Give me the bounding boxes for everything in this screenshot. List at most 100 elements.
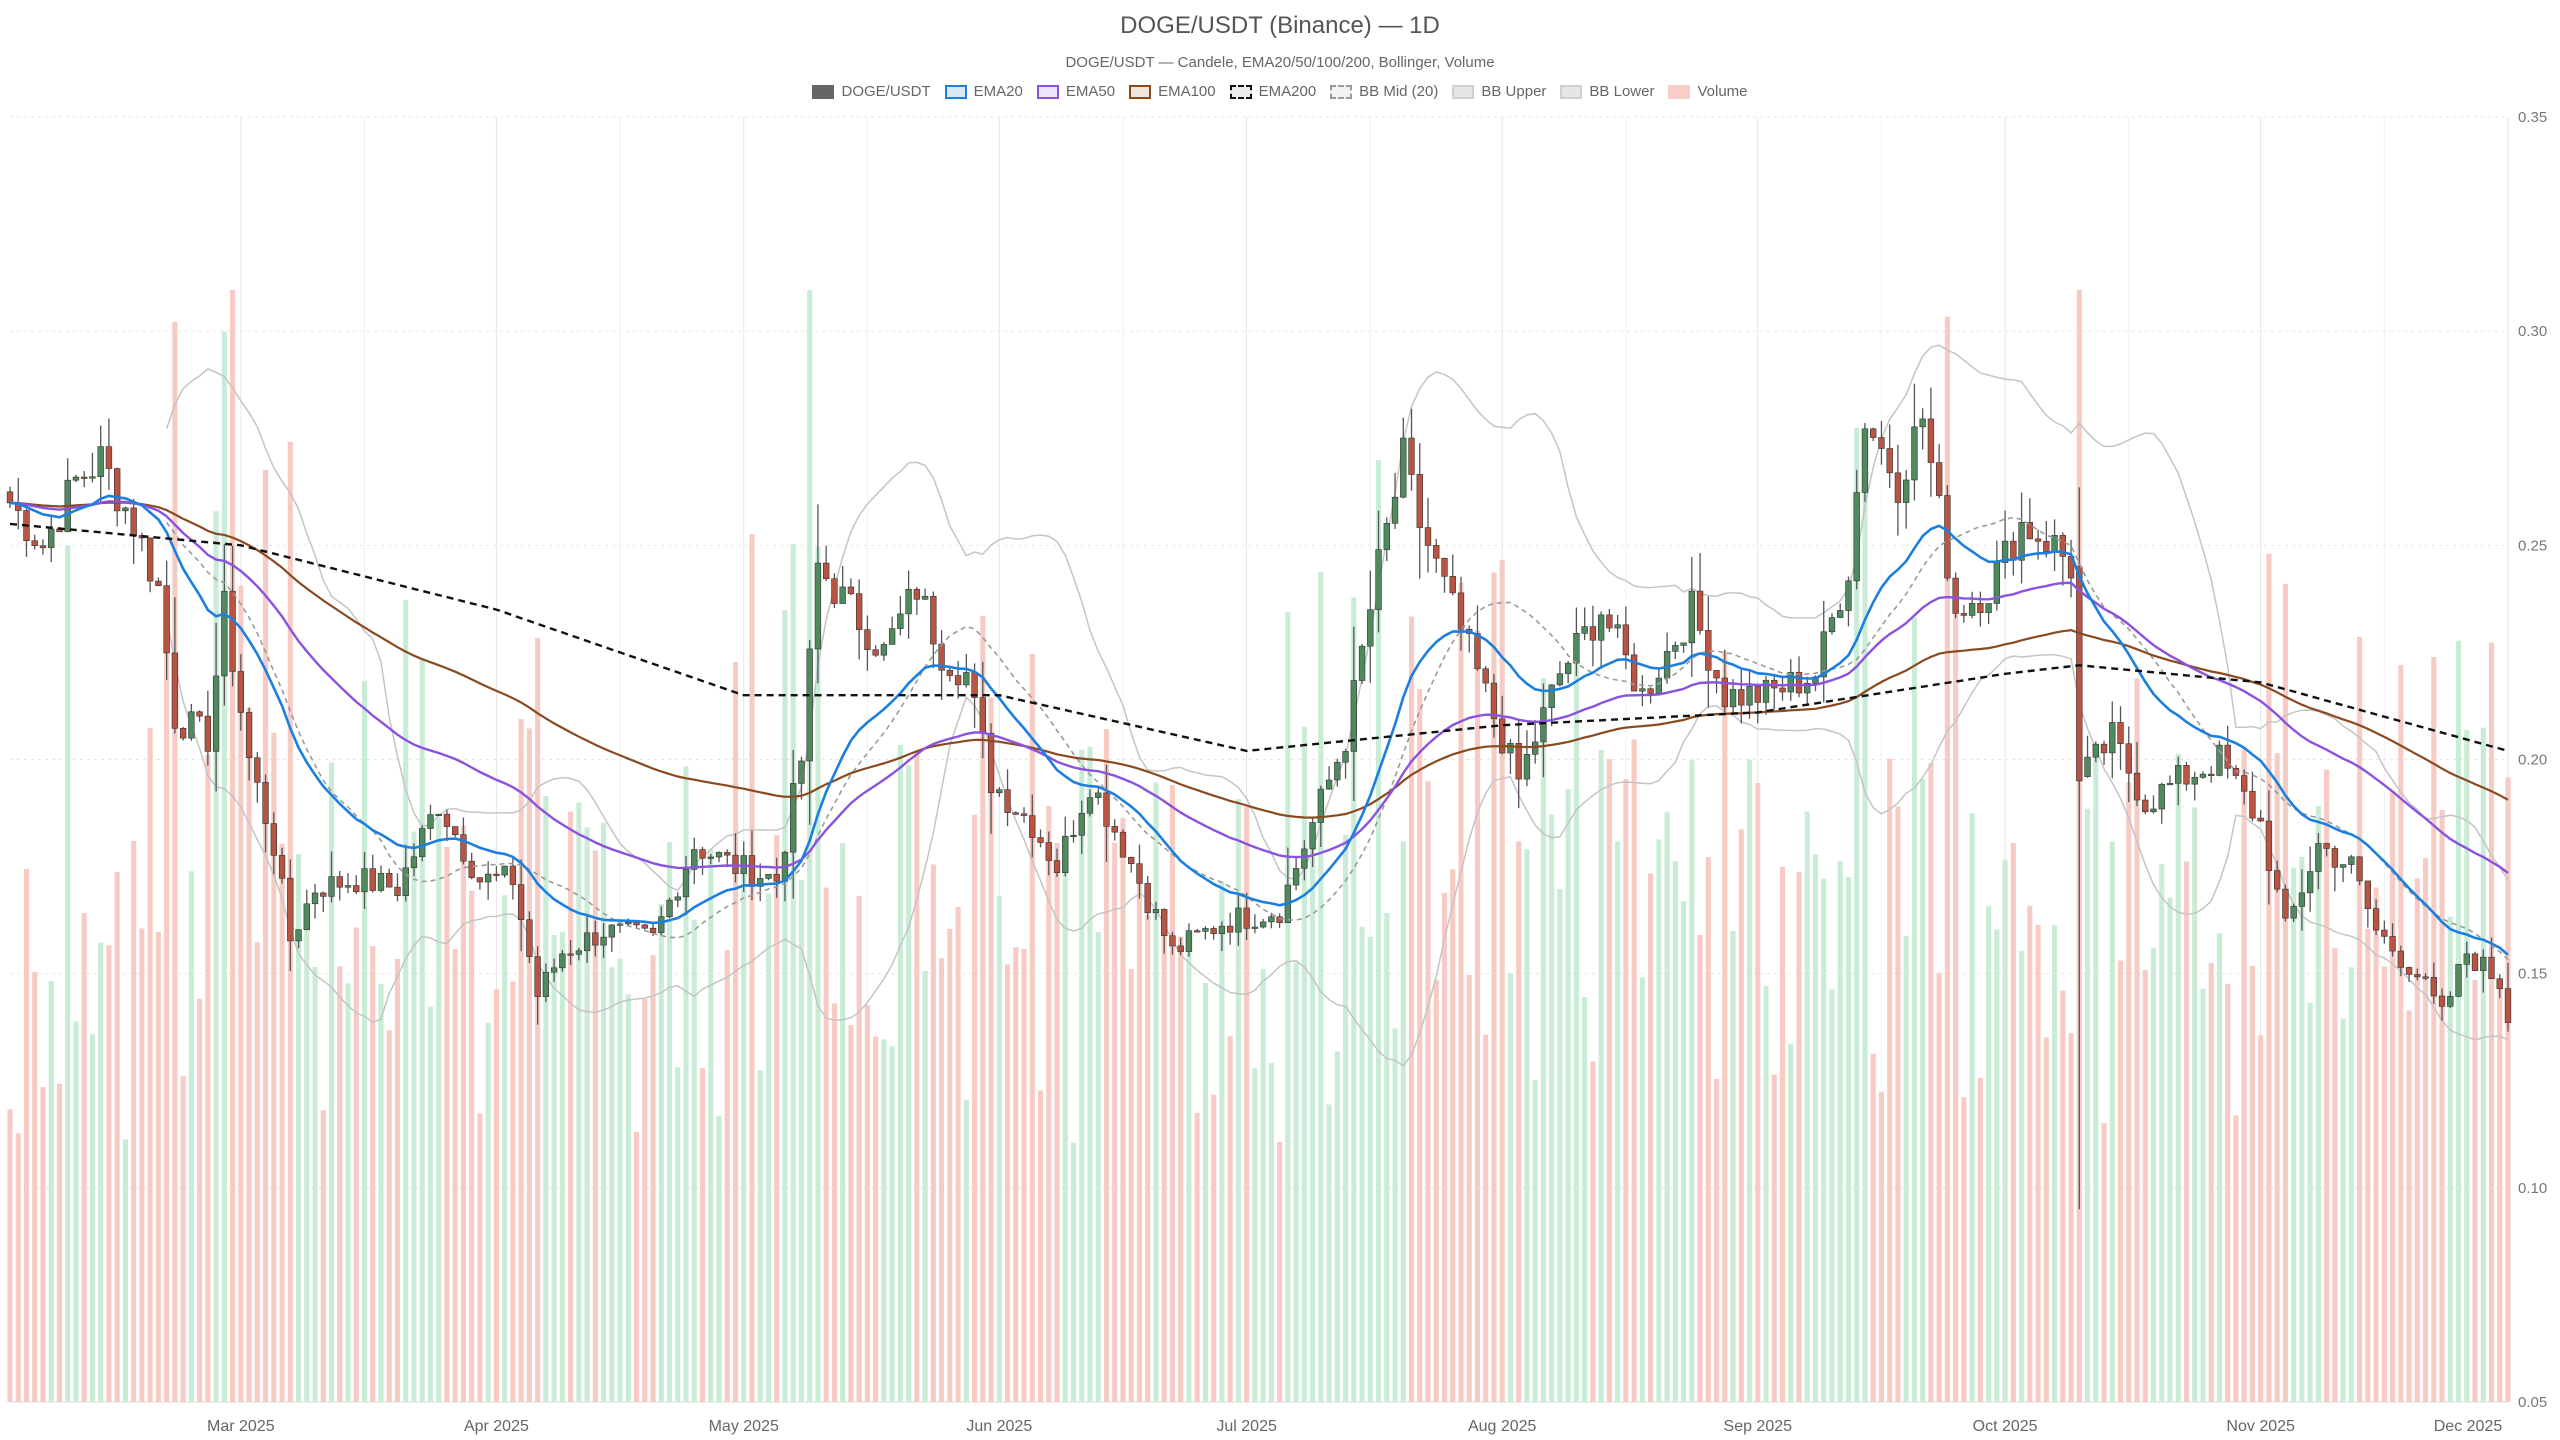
legend-item-bb-mid-20[interactable]: BB Mid (20): [1330, 83, 1438, 100]
candle-body: [855, 593, 863, 630]
volume-bar: [1392, 1028, 1398, 1402]
candle-body: [1350, 680, 1357, 752]
volume-bar: [197, 998, 203, 1402]
candle-body: [386, 873, 393, 888]
volume-bar: [1862, 480, 1868, 1402]
volume-bar: [2431, 657, 2437, 1402]
x-tick-label: Aug 2025: [1468, 1418, 1537, 1435]
volume-bar: [650, 955, 656, 1402]
volume-bar: [1722, 651, 1728, 1402]
volume-bar: [205, 754, 211, 1402]
candle-body: [2422, 976, 2429, 979]
legend-item-bb-lower[interactable]: BB Lower: [1560, 83, 1654, 100]
candle-body: [979, 697, 986, 734]
volume-bar: [2274, 753, 2280, 1402]
volume-bar: [1540, 678, 1546, 1402]
candle-body: [2504, 988, 2512, 1023]
candle-body: [509, 865, 517, 885]
volume-bar: [2439, 810, 2445, 1402]
volume-bar: [2192, 807, 2198, 1402]
candle-body: [1655, 677, 1663, 694]
candle-body: [1540, 707, 1547, 743]
volume-bar: [2208, 963, 2214, 1402]
volume-bar: [1268, 1063, 1274, 1402]
legend-swatch: [1668, 84, 1691, 99]
x-tick-label: May 2025: [709, 1418, 779, 1435]
volume-bar: [89, 1034, 95, 1402]
legend-label: BB Upper: [1481, 83, 1547, 100]
candle-body: [1532, 741, 1539, 755]
candle-body: [1721, 677, 1728, 708]
candle-body: [369, 868, 376, 891]
candle-body: [847, 586, 855, 594]
legend-item-doge-usdt[interactable]: DOGE/USDT: [812, 83, 931, 100]
candle-body: [97, 446, 104, 478]
candle-body: [72, 476, 80, 481]
legend-item-ema200[interactable]: EMA200: [1229, 83, 1316, 100]
volume-bar: [2390, 791, 2396, 1402]
volume-bar: [394, 958, 401, 1402]
volume-bar: [848, 1025, 854, 1402]
candle-body: [493, 873, 500, 876]
volume-bar: [2225, 983, 2231, 1402]
legend-item-ema50[interactable]: EMA50: [1036, 83, 1115, 100]
volume-bar: [922, 971, 928, 1402]
volume-bar: [1623, 779, 1629, 1402]
candle-body: [1185, 930, 1193, 952]
candle-body: [1820, 631, 1827, 678]
legend-item-volume[interactable]: Volume: [1668, 83, 1748, 100]
x-tick-label: Jul 2025: [1216, 1418, 1277, 1435]
volume-bar: [1903, 935, 1909, 1402]
candle-body: [1226, 925, 1234, 933]
volume-bar: [856, 895, 862, 1402]
volume-bar: [65, 545, 71, 1402]
candle-body: [971, 672, 978, 698]
volume-bar: [213, 511, 219, 1402]
volume-bar: [73, 1021, 79, 1402]
x-tick-label: Mar 2025: [207, 1418, 275, 1435]
volume-bar: [1005, 964, 1011, 1402]
legend-item-bb-upper[interactable]: BB Upper: [1452, 83, 1546, 100]
candle-body: [954, 675, 962, 686]
volume-bar: [403, 600, 409, 1402]
legend-swatch: [1330, 84, 1353, 99]
volume-bar: [2159, 864, 2165, 1402]
candle-body: [2356, 856, 2363, 882]
volume-bar: [1219, 881, 1225, 1402]
candle-body: [608, 924, 616, 938]
volume-bar: [2175, 753, 2181, 1402]
candle-body: [2298, 892, 2306, 907]
candle-body: [344, 885, 352, 888]
volume-bar: [683, 766, 689, 1402]
candle-body: [1078, 812, 1085, 836]
volume-bar: [1664, 811, 1670, 1402]
legend-item-ema100[interactable]: EMA100: [1129, 83, 1216, 100]
candle-body: [1309, 822, 1316, 850]
candle-body: [2076, 566, 2083, 782]
candle-body: [1202, 928, 1209, 932]
volume-bar: [2455, 640, 2462, 1402]
candle-body: [1828, 617, 1836, 633]
x-tick-label: Dec 2025: [2434, 1418, 2503, 1435]
candle-body: [1589, 626, 1597, 641]
y-tick-label: 0.20: [2518, 752, 2547, 769]
volume-bar: [1516, 841, 1522, 1402]
volume-bar: [2084, 808, 2091, 1402]
candle-body: [1152, 909, 1160, 914]
candle-body: [1902, 479, 1910, 503]
volume-bar: [526, 728, 532, 1402]
volume-bar: [939, 958, 945, 1402]
volume-bar: [774, 835, 780, 1402]
candle-body: [2438, 995, 2446, 1007]
candle-body: [806, 648, 813, 762]
volume-bar: [1186, 941, 1192, 1402]
y-tick-label: 0.05: [2518, 1394, 2547, 1411]
candle-body: [897, 613, 904, 629]
volume-bar: [1070, 1142, 1077, 1402]
volume-bar: [40, 1087, 46, 1402]
candle-body: [2191, 777, 2198, 785]
legend-label: BB Lower: [1589, 83, 1655, 100]
legend-item-ema20[interactable]: EMA20: [944, 83, 1023, 100]
legend-label: DOGE/USDT: [841, 83, 931, 100]
